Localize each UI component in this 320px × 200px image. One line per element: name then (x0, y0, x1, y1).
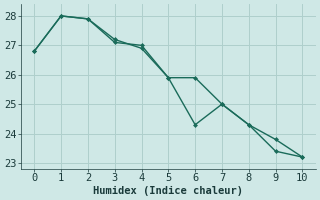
X-axis label: Humidex (Indice chaleur): Humidex (Indice chaleur) (93, 186, 243, 196)
